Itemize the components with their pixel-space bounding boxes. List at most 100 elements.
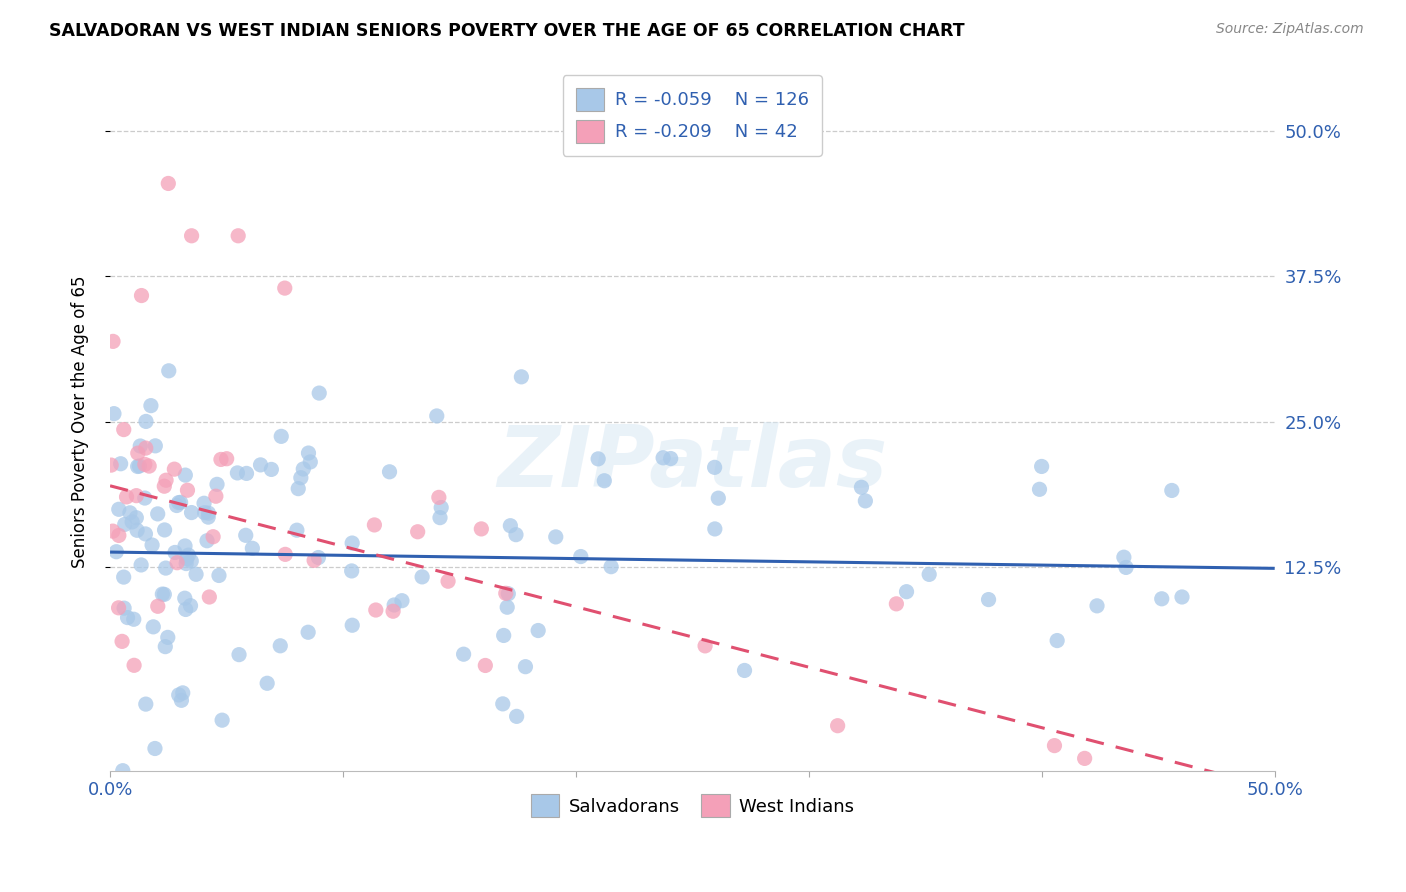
Point xyxy=(492,697,515,711)
Point xyxy=(153,479,176,493)
Point xyxy=(194,506,217,520)
Point xyxy=(240,541,263,556)
Point xyxy=(426,409,449,423)
Point xyxy=(198,590,221,604)
Point xyxy=(179,599,201,613)
Point xyxy=(156,631,179,645)
Point xyxy=(285,523,308,537)
Point xyxy=(1160,483,1182,498)
Point xyxy=(411,570,433,584)
Point xyxy=(363,517,385,532)
Point xyxy=(141,538,163,552)
Point xyxy=(155,561,177,575)
Point xyxy=(135,414,157,428)
Point xyxy=(128,458,150,473)
Point xyxy=(586,451,609,466)
Point xyxy=(167,495,190,509)
Y-axis label: Seniors Poverty Over the Age of 65: Seniors Poverty Over the Age of 65 xyxy=(72,276,89,568)
Point xyxy=(600,559,623,574)
Point xyxy=(174,539,197,553)
Point xyxy=(172,686,194,700)
Point xyxy=(103,407,125,421)
Point xyxy=(274,547,297,561)
Point xyxy=(107,600,129,615)
Point xyxy=(195,533,218,548)
Point xyxy=(734,664,756,678)
Point xyxy=(1073,751,1095,765)
Point xyxy=(256,676,278,690)
Point xyxy=(342,618,364,632)
Point xyxy=(495,586,517,600)
Point xyxy=(180,554,202,568)
Point xyxy=(135,697,157,711)
Point xyxy=(101,334,124,349)
Point xyxy=(544,530,567,544)
Point xyxy=(112,423,135,437)
Point xyxy=(139,399,162,413)
Point xyxy=(143,439,166,453)
Point xyxy=(150,587,173,601)
Point xyxy=(157,364,180,378)
Point xyxy=(122,612,145,626)
Point xyxy=(127,446,149,460)
Point xyxy=(177,548,200,562)
Point xyxy=(299,455,322,469)
Point xyxy=(184,567,207,582)
Point xyxy=(569,549,592,564)
Point xyxy=(302,553,325,567)
Point xyxy=(226,466,249,480)
Point xyxy=(209,452,232,467)
Point xyxy=(364,603,387,617)
Point xyxy=(153,587,176,601)
Point xyxy=(112,570,135,584)
Point xyxy=(1150,591,1173,606)
Point xyxy=(235,528,257,542)
Point xyxy=(382,604,405,618)
Point xyxy=(290,471,312,485)
Point xyxy=(205,489,228,503)
Point xyxy=(122,658,145,673)
Point xyxy=(125,489,148,503)
Point xyxy=(703,460,725,475)
Point xyxy=(202,530,225,544)
Point xyxy=(208,568,231,582)
Point xyxy=(378,465,401,479)
Point xyxy=(427,491,450,505)
Point xyxy=(249,458,271,472)
Point xyxy=(110,457,132,471)
Point xyxy=(287,482,309,496)
Point xyxy=(703,522,725,536)
Point xyxy=(1115,560,1137,574)
Point xyxy=(505,527,527,541)
Point xyxy=(896,584,918,599)
Point xyxy=(382,598,405,612)
Point xyxy=(180,506,202,520)
Point xyxy=(228,648,250,662)
Point xyxy=(115,490,138,504)
Point xyxy=(101,524,124,538)
Point xyxy=(105,545,128,559)
Point xyxy=(406,524,429,539)
Point xyxy=(155,640,177,654)
Point xyxy=(527,624,550,638)
Point xyxy=(121,515,143,529)
Point xyxy=(1031,459,1053,474)
Point xyxy=(215,451,238,466)
Point xyxy=(107,502,129,516)
Point xyxy=(292,462,315,476)
Point xyxy=(652,450,675,465)
Point xyxy=(167,688,190,702)
Point xyxy=(118,506,141,520)
Point xyxy=(1028,483,1050,497)
Point xyxy=(197,506,219,520)
Point xyxy=(226,228,249,243)
Point xyxy=(827,719,849,733)
Point xyxy=(153,523,176,537)
Point xyxy=(163,545,186,559)
Point xyxy=(1112,550,1135,565)
Point xyxy=(391,593,413,607)
Point xyxy=(340,536,363,550)
Point xyxy=(127,523,149,537)
Point xyxy=(659,451,682,466)
Point xyxy=(340,564,363,578)
